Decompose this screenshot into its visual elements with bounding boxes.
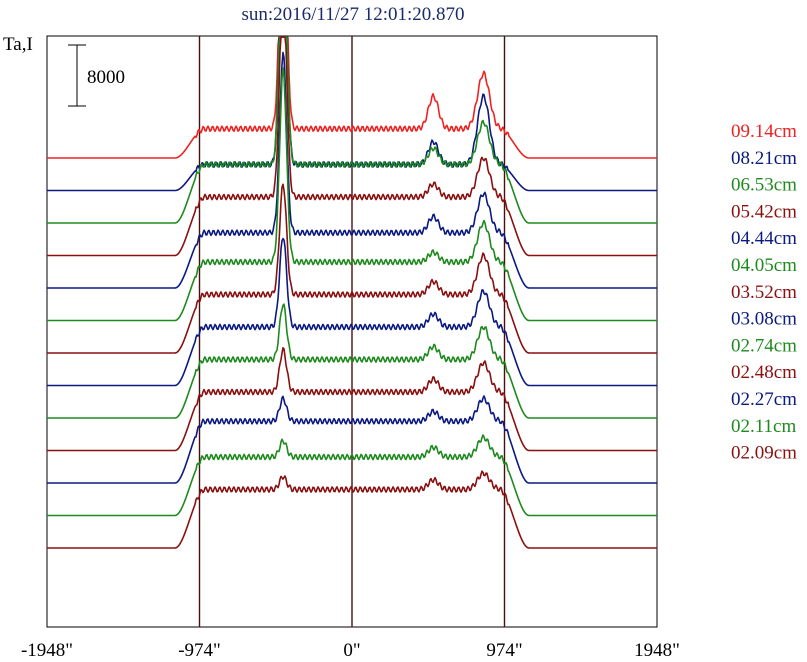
legend-entry: 02.48cm — [731, 362, 797, 383]
legend-entry: 08.21cm — [731, 148, 797, 169]
series-line-09.14cm — [47, 36, 657, 159]
series-line-02.11cm — [47, 434, 657, 517]
chart-title: sun:2016/11/27 12:01:20.870 — [241, 4, 464, 25]
series-line-03.52cm — [47, 183, 657, 354]
scale-bar-label: 8000 — [87, 67, 125, 88]
series-line-04.44cm — [47, 51, 657, 289]
legend: 09.14cm 08.21cm 06.53cm 05.42cm 04.44cm 04.05… — [731, 121, 797, 464]
series-group — [47, 36, 657, 549]
x-tick-label: 974" — [486, 640, 522, 661]
scale-bar: 8000 — [68, 44, 125, 107]
legend-entry: 09.14cm — [731, 121, 797, 142]
legend-entry: 02.74cm — [731, 335, 797, 356]
legend-entry: 02.11cm — [731, 416, 796, 437]
series-line-03.08cm — [47, 237, 657, 387]
legend-entry: 02.27cm — [731, 389, 797, 410]
series-line-02.09cm — [47, 470, 657, 549]
legend-entry: 03.52cm — [731, 282, 797, 303]
legend-entry: 04.05cm — [731, 255, 797, 276]
y-axis-label: Ta,I — [3, 34, 33, 55]
legend-entry: 05.42cm — [731, 201, 797, 222]
series-line-02.48cm — [47, 347, 657, 452]
legend-entry: 06.53cm — [731, 175, 797, 196]
x-tick-label: -1948" — [21, 640, 73, 661]
series-line-02.27cm — [47, 395, 657, 484]
x-tick-label: 0" — [343, 640, 360, 661]
series-line-05.42cm — [47, 36, 657, 257]
series-line-06.53cm — [47, 36, 657, 224]
vertical-marker-lines — [198, 36, 506, 627]
series-line-04.05cm — [47, 67, 657, 322]
legend-entry: 02.09cm — [731, 443, 797, 464]
x-tick-label: -974" — [178, 640, 221, 661]
legend-entry: 04.44cm — [731, 228, 797, 249]
x-tick-labels: -1948" -974" 0" 974" 1948" — [21, 640, 680, 661]
x-tick-label: 1948" — [634, 640, 680, 661]
series-line-02.74cm — [47, 303, 657, 419]
legend-entry: 03.08cm — [731, 309, 797, 330]
